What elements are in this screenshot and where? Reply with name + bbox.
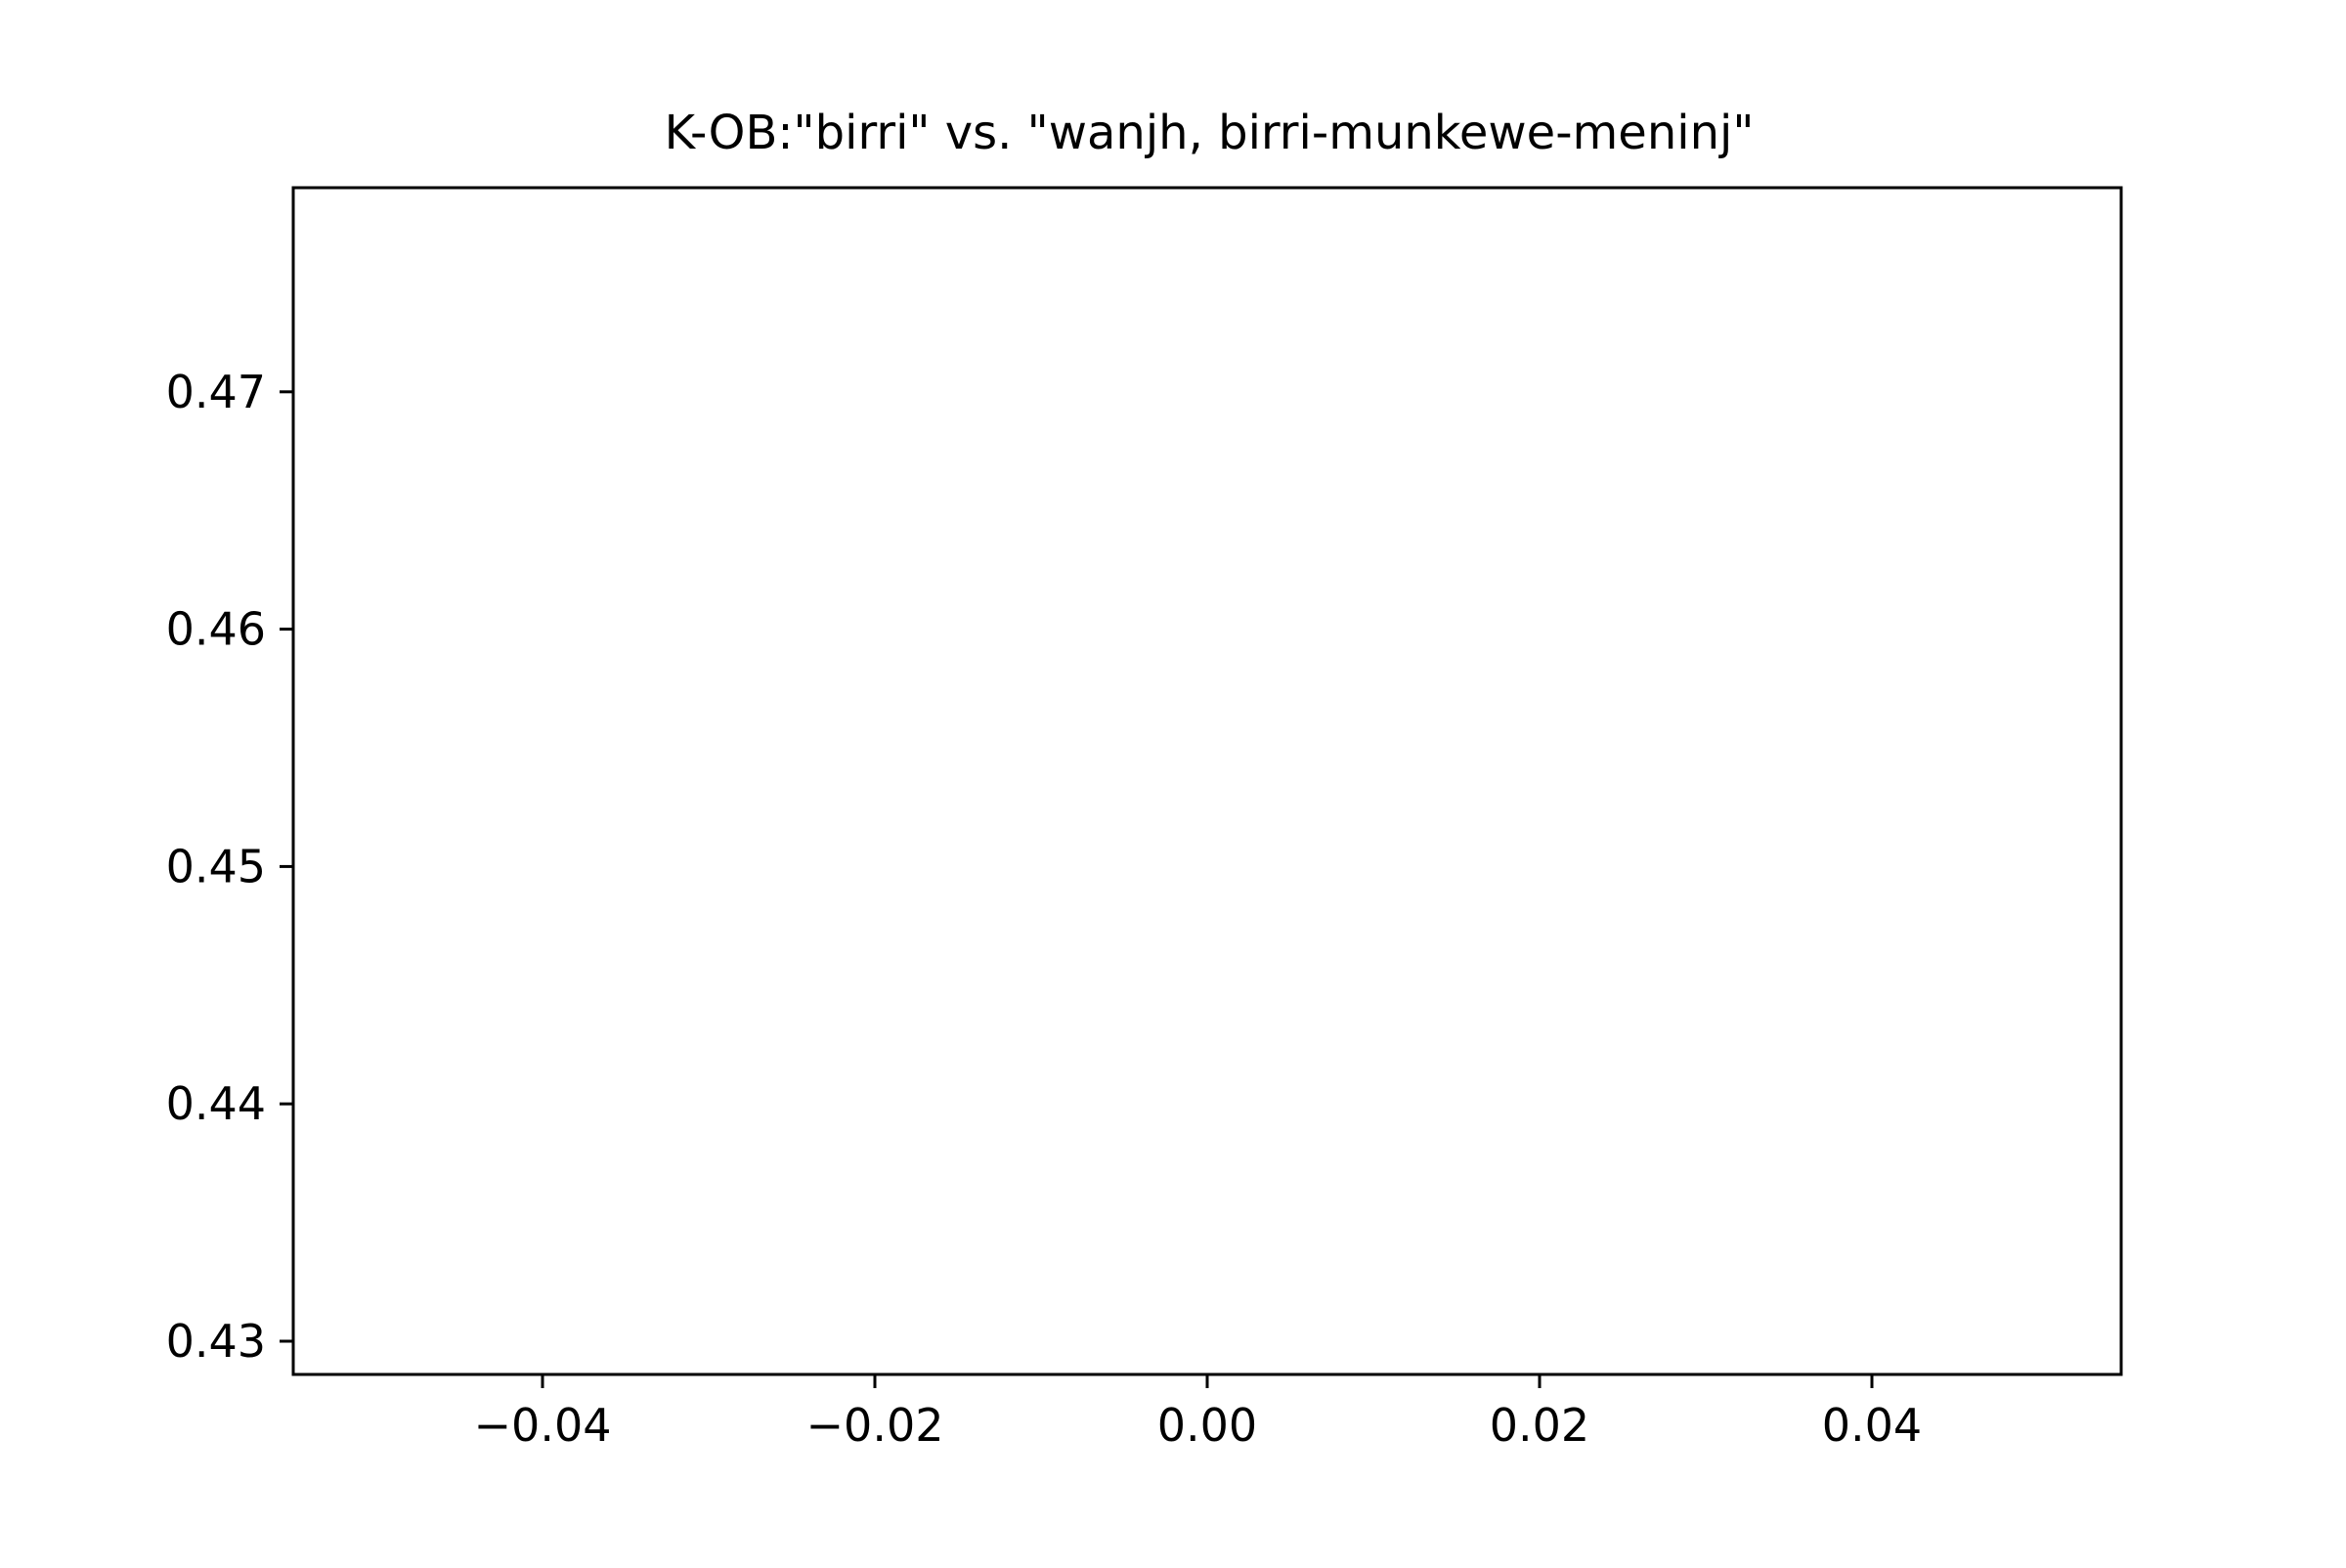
x-tick-label: 0.04 — [1822, 1399, 1922, 1452]
x-tick-label: 0.00 — [1157, 1399, 1257, 1452]
x-axis: −0.04 −0.02 0.00 0.02 0.04 — [474, 1374, 1922, 1452]
y-tick-label: 0.46 — [166, 603, 266, 656]
chart-title: K-OB:"birri" vs. "wanjh, birri-munkewe-m… — [665, 106, 1755, 160]
x-tick-label: 0.02 — [1490, 1399, 1589, 1452]
x-tick-label: −0.04 — [474, 1399, 612, 1452]
y-tick-label: 0.43 — [166, 1315, 266, 1368]
y-tick-label: 0.47 — [166, 366, 266, 418]
plot-area-frame — [291, 186, 2123, 1376]
y-tick-label: 0.44 — [166, 1077, 266, 1130]
x-tick-label: −0.02 — [806, 1399, 944, 1452]
y-tick-label: 0.45 — [166, 840, 266, 893]
y-axis: 0.43 0.44 0.45 0.46 0.47 — [166, 366, 293, 1368]
